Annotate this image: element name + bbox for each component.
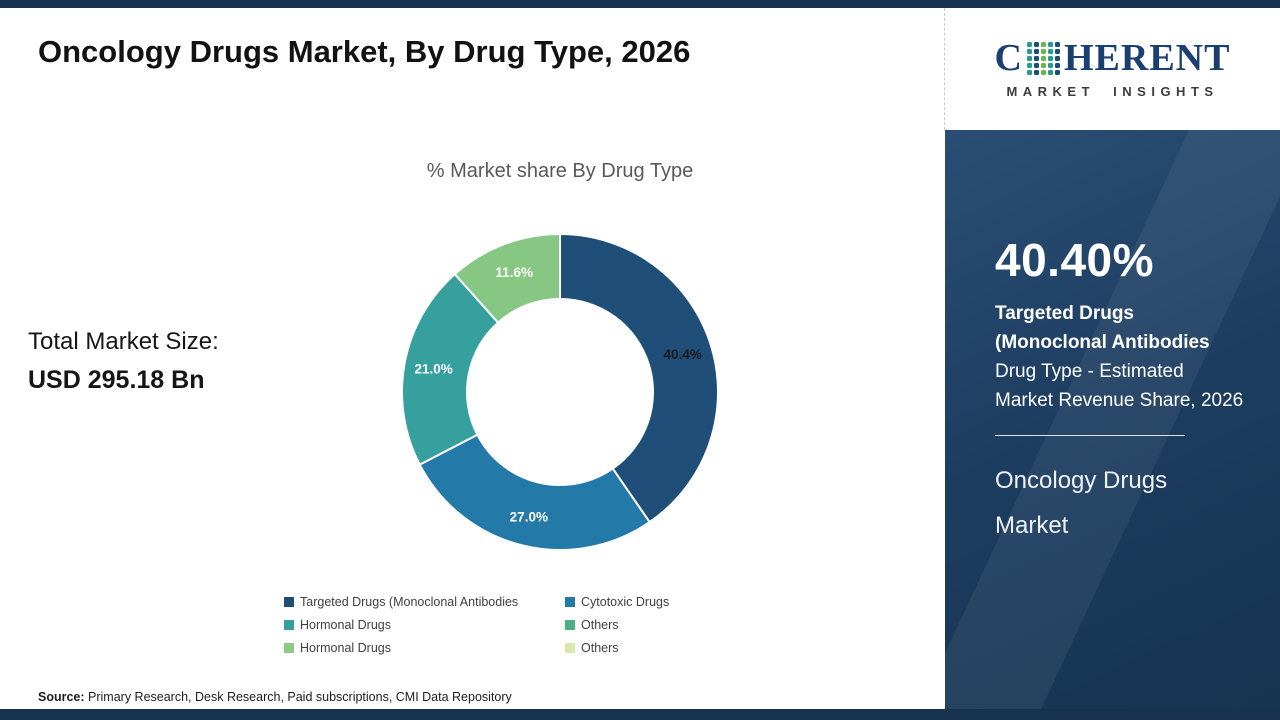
slice-label: 27.0% bbox=[510, 510, 548, 525]
legend-marker bbox=[565, 620, 575, 630]
source-text: Primary Research, Desk Research, Paid su… bbox=[84, 690, 512, 704]
legend-marker bbox=[565, 643, 575, 653]
logo-letters-rest: HERENT bbox=[1063, 37, 1231, 79]
legend-marker bbox=[565, 597, 575, 607]
highlight-description-rest: Drug Type - Estimated Market Revenue Sha… bbox=[995, 361, 1244, 411]
logo-dot bbox=[1054, 48, 1060, 54]
chart-title: % Market share By Drug Type bbox=[426, 160, 694, 182]
legend-label: Cytotoxic Drugs bbox=[581, 595, 670, 609]
legend-item: Targeted Drugs (Monoclonal Antibodies bbox=[284, 595, 565, 609]
logo-dot bbox=[1026, 48, 1032, 54]
donut-slice bbox=[559, 232, 719, 524]
legend-marker bbox=[284, 643, 294, 653]
legend-item: Others bbox=[565, 641, 669, 655]
highlight-stat: 40.40% bbox=[995, 234, 1155, 286]
logo-dot bbox=[1047, 62, 1053, 68]
legend-label: Others bbox=[581, 641, 619, 655]
top-frame-bar bbox=[0, 0, 1280, 8]
bottom-frame-bar bbox=[0, 709, 1280, 720]
donut-chart: 40.4% 27.0% 21.0% 11.6% bbox=[401, 232, 719, 551]
brand-logo: C HERENT MARKET INSIGHTS bbox=[944, 8, 1280, 130]
legend-label: Hormonal Drugs bbox=[300, 641, 392, 655]
legend-marker bbox=[284, 597, 294, 607]
legend-item: Hormonal Drugs bbox=[284, 618, 565, 632]
logo-dot bbox=[1026, 41, 1032, 47]
slice-label: 40.4% bbox=[664, 347, 702, 362]
logo-wordmark: C HERENT bbox=[995, 39, 1231, 77]
chart-legend: Targeted Drugs (Monoclonal Antibodies Cyt… bbox=[284, 595, 669, 655]
legend-marker bbox=[284, 620, 294, 630]
legend-item: Hormonal Drugs bbox=[284, 641, 565, 655]
page-title: Oncology Drugs Market, By Drug Type, 202… bbox=[38, 34, 691, 69]
legend-item: Cytotoxic Drugs bbox=[565, 595, 669, 609]
logo-tagline: MARKET INSIGHTS bbox=[1006, 84, 1219, 99]
logo-dot bbox=[1047, 48, 1053, 54]
logo-dot bbox=[1047, 55, 1053, 61]
logo-dot bbox=[1040, 69, 1046, 75]
slice-label: 11.6% bbox=[495, 265, 533, 280]
logo-dot bbox=[1047, 41, 1053, 47]
legend-label: Targeted Drugs (Monoclonal Antibodies bbox=[300, 595, 519, 609]
total-market-size: Total Market Size: USD 295.18 Bn bbox=[28, 328, 219, 395]
logo-dot bbox=[1033, 41, 1039, 47]
donut-slice bbox=[453, 232, 561, 325]
legend-label: Others bbox=[581, 618, 619, 632]
source-label: Source: bbox=[38, 690, 85, 704]
logo-dot bbox=[1040, 48, 1046, 54]
total-market-size-label: Total Market Size: bbox=[28, 328, 219, 355]
logo-dot bbox=[1033, 62, 1039, 68]
panel-divider bbox=[995, 435, 1185, 436]
logo-dot bbox=[1026, 69, 1032, 75]
logo-dot bbox=[1054, 55, 1060, 61]
logo-dot bbox=[1054, 62, 1060, 68]
logo-dot-grid bbox=[1026, 41, 1060, 75]
source-note: Source: Primary Research, Desk Research,… bbox=[38, 690, 512, 704]
logo-letter-c: C bbox=[994, 37, 1023, 79]
total-market-size-value: USD 295.18 Bn bbox=[28, 366, 205, 394]
logo-dot bbox=[1040, 62, 1046, 68]
logo-dot bbox=[1040, 41, 1046, 47]
highlight-panel-content: 40.40% Targeted Drugs (Monoclonal Antibo… bbox=[945, 233, 1280, 548]
logo-dot bbox=[1033, 48, 1039, 54]
logo-dot bbox=[1026, 55, 1032, 61]
highlight-description: Targeted Drugs (Monoclonal Antibodies Dr… bbox=[995, 299, 1245, 415]
logo-dot bbox=[1054, 41, 1060, 47]
highlight-panel: 40.40% Targeted Drugs (Monoclonal Antibo… bbox=[945, 130, 1280, 720]
donut-slice bbox=[418, 433, 652, 551]
logo-dot bbox=[1054, 69, 1060, 75]
logo-dot bbox=[1033, 69, 1039, 75]
logo-dot bbox=[1033, 55, 1039, 61]
market-name: Oncology Drugs Market bbox=[995, 467, 1168, 539]
legend-item: Others bbox=[565, 618, 669, 632]
highlight-description-bold: Targeted Drugs (Monoclonal Antibodies bbox=[995, 303, 1210, 353]
legend-label: Hormonal Drugs bbox=[300, 618, 392, 632]
logo-dot bbox=[1026, 62, 1032, 68]
logo-dot bbox=[1040, 55, 1046, 61]
slice-label: 21.0% bbox=[414, 362, 452, 377]
logo-dot bbox=[1047, 69, 1053, 75]
